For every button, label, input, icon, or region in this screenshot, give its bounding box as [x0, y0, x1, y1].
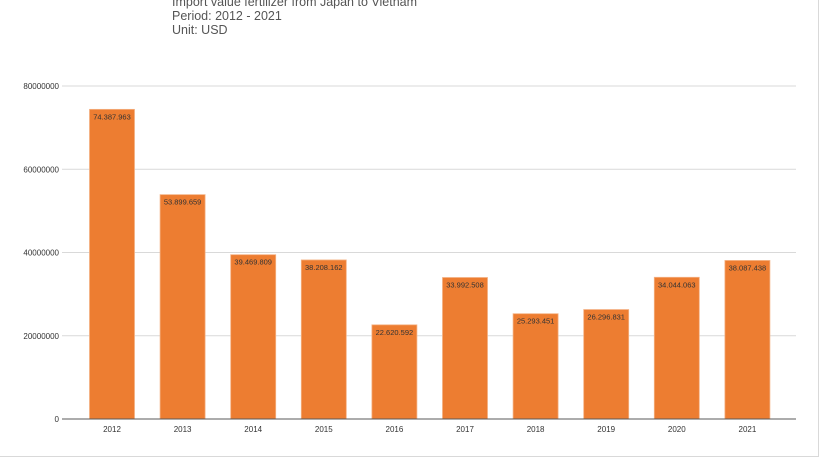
y-tick-label: 40000000	[23, 249, 59, 258]
bar	[159, 194, 206, 420]
x-tick-label: 2020	[668, 425, 686, 434]
bar-data-label: 38.208.162	[305, 263, 343, 272]
x-tick-label: 2015	[315, 425, 333, 434]
bar-data-label: 39.469.809	[234, 258, 272, 267]
y-tick-label: 20000000	[23, 332, 59, 341]
bar	[724, 260, 771, 420]
y-tick-label: 80000000	[23, 82, 59, 91]
x-tick-label: 2013	[174, 425, 192, 434]
bar	[512, 313, 559, 420]
bar-data-label: 25.293.451	[517, 317, 555, 326]
chart-unit: Unit: USD	[172, 23, 228, 37]
x-tick-label: 2014	[244, 425, 262, 434]
bar	[230, 254, 277, 420]
bar	[583, 309, 630, 420]
x-tick-label: 2019	[597, 425, 615, 434]
y-tick-label: 60000000	[23, 165, 59, 174]
bar-data-label: 22.620.592	[376, 328, 414, 337]
x-tick-label: 2021	[739, 425, 757, 434]
y-tick-label: 0	[55, 415, 60, 424]
x-tick-label: 2018	[527, 425, 545, 434]
bar	[371, 324, 418, 420]
chart-header: Import value fertilizer from Japan to Vi…	[172, 0, 417, 37]
bar-data-label: 38.087.438	[729, 263, 767, 272]
x-tick-label: 2016	[386, 425, 404, 434]
bar-data-label: 53.899.659	[164, 198, 202, 207]
chart-period: Period: 2012 - 2021	[172, 9, 282, 23]
bar-data-label: 34.044.063	[658, 280, 696, 289]
bar	[89, 108, 135, 420]
bar-data-label: 74.387.963	[93, 112, 131, 121]
bar-data-label: 33.992.508	[446, 281, 484, 290]
bar	[300, 259, 347, 420]
x-tick-label: 2012	[103, 425, 121, 434]
bar	[653, 276, 700, 420]
x-tick-label: 2017	[456, 425, 474, 434]
chart-title: Import value fertilizer from Japan to Vi…	[172, 0, 418, 9]
bar	[442, 277, 488, 420]
bar-data-label: 26.296.831	[587, 313, 625, 322]
